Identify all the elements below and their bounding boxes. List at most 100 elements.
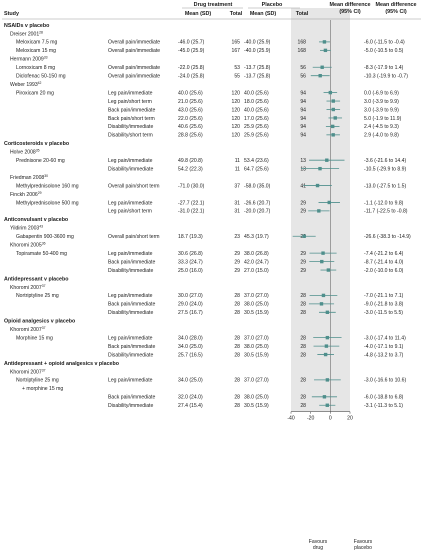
reference-number: 28 [39,30,43,34]
reference-number: 37 [42,368,46,372]
mean-difference-ci: -6.0 (-11.5 to -0.4) [364,40,405,46]
drug-mean-sd: 21.0 (25.6) [178,99,203,105]
point-estimate-marker [318,166,322,171]
group-title: Anticonvulsant v placebo [4,217,69,223]
outcome-label: Leg pain/immediate [108,158,153,164]
treatment-label: Prednisone 20-60 mg [16,158,65,164]
study-name: Khoromi 200536 [10,242,46,249]
study-name: Finckh 200629 [10,191,42,198]
mean-difference-ci: -4.8 (-13.2 to 3.7) [364,352,404,358]
placebo-total: 29 [300,251,306,257]
placebo-mean-sd: 38.0 (25.0) [244,395,269,401]
mean-difference-ci: -9.0 (-21.8 to 3.8) [364,302,404,308]
study-name: Hermann 200933 [10,56,48,63]
placebo-total: 94 [300,133,306,139]
drug-total: 37 [234,183,240,189]
drug-total: 28 [234,378,240,384]
mean-difference-ci: -11.7 (-22.5 to -0.8) [364,209,408,215]
drug-mean-sd: 25.0 (16.0) [178,268,203,274]
group-title: Antidepressant v placebo [4,276,69,282]
drug-total: 28 [234,403,240,409]
point-estimate-marker [325,403,329,407]
treatment-label: Diclofenac 50-150 mg [16,74,66,80]
placebo-total: 28 [300,378,306,384]
drug-total-header: Total [230,11,243,17]
group-title: Antidepressant + opioid analgesics v pla… [4,361,120,367]
treatment-label: Gabapentin 900-3600 mg [16,234,74,240]
mean-difference-ci: -3.1 (-11.3 to 5.1) [364,403,403,409]
outcome-label: Leg pain/short term [108,209,152,215]
drug-total: 120 [232,133,241,139]
drug-mean-sd-header: Mean (SD) [185,11,212,17]
drug-mean-sd: -45.0 (25.9) [178,48,205,54]
placebo-mean-sd: 40.0 (25.6) [244,107,269,113]
drug-total: 28 [234,293,240,299]
point-estimate-marker [331,107,335,112]
outcome-label: Overall pain/immediate [108,40,160,46]
md-column-header-line-2: (95% CI) [385,9,406,15]
placebo-mean-sd: 25.9 (25.6) [244,124,269,130]
point-estimate-marker [325,158,329,162]
drug-group-header: Drug treatment [194,2,233,8]
placebo-total: 28 [300,335,306,341]
point-estimate-marker [325,335,330,340]
outcome-label: Leg pain/short term [108,99,152,105]
drug-mean-sd: 54.2 (22.3) [178,166,203,172]
mean-difference-ci: -1.1 (-12.0 to 9.8) [364,200,404,206]
drug-mean-sd: 18.7 (19.3) [178,234,203,240]
drug-mean-sd: 43.0 (25.6) [178,107,203,113]
placebo-mean-sd: 53.4 (23.6) [244,158,269,164]
placebo-total: 28 [300,302,306,308]
mean-difference-ci: -3.0 (-11.5 to 5.5) [364,310,403,316]
drug-total: 31 [234,209,240,215]
drug-total: 31 [234,200,240,206]
drug-total: 11 [235,166,240,172]
drug-mean-sd: 34.0 (25.0) [178,378,203,384]
study-name: Khoromi 200737 [10,326,46,333]
reference-number: 36 [42,242,46,246]
point-estimate-marker [331,99,335,103]
placebo-mean-sd-header: Mean (SD) [250,11,277,17]
drug-mean-sd: -22.0 (25.8) [178,65,205,71]
study-name: Khoromi 200737 [10,368,46,375]
placebo-mean-sd: 40.0 (25.6) [244,90,269,96]
drug-total: 120 [232,99,241,105]
study-name: Dreiser 200128 [10,30,43,37]
drug-mean-sd: 33.3 (24.7) [178,259,203,265]
mean-difference-ci: -2.0 (-10.0 to 6.0) [364,268,404,274]
drug-total: 28 [234,395,240,401]
drug-total: 28 [234,335,240,341]
drug-mean-sd: 30.0 (27.0) [178,293,203,299]
drug-mean-sd: 40.6 (25.6) [178,124,203,130]
drug-total: 167 [232,48,241,54]
drug-total: 28 [234,344,240,350]
point-estimate-marker [325,378,330,382]
mean-difference-ci: -7.4 (-21.2 to 6.4) [364,251,404,257]
point-estimate-marker [317,209,321,213]
placebo-mean-sd: 38.0 (25.0) [244,302,269,308]
treatment-label: Topiramate 50-400 mg [16,251,67,257]
outcome-label: Leg pain/immediate [108,335,153,341]
drug-mean-sd: 30.6 (26.8) [178,251,203,257]
placebo-total: 94 [300,107,306,113]
drug-mean-sd: 27.4 (15.4) [178,403,203,409]
drug-total: 29 [234,259,240,265]
drug-total: 120 [232,124,241,130]
mean-difference-ci: -8.7 (-21.4 to 4.0) [364,259,404,265]
placebo-total: 29 [300,259,306,265]
drug-mean-sd: 25.7 (16.5) [178,352,203,358]
drug-mean-sd: 49.8 (20.8) [178,158,203,164]
outcome-label: Disability/short term [108,133,153,139]
outcome-label: Overall pain/immediate [108,74,160,80]
placebo-total: 56 [300,74,306,80]
favours-placebo-label-2: placebo [354,545,372,551]
outcome-label: Disability/immediate [108,352,153,358]
mean-difference-ci: 3.0 (-3.9 to 9.9) [364,99,399,105]
outcome-label: Disability/immediate [108,268,153,274]
outcome-label: Disability/immediate [108,166,153,172]
drug-mean-sd: 34.0 (25.0) [178,344,203,350]
outcome-label: Back pain/short term [108,116,155,122]
placebo-mean-sd: -20.0 (20.7) [244,209,271,215]
study-name: Holve 200835 [10,149,40,156]
favours-placebo-label-1: Favours [354,539,373,545]
